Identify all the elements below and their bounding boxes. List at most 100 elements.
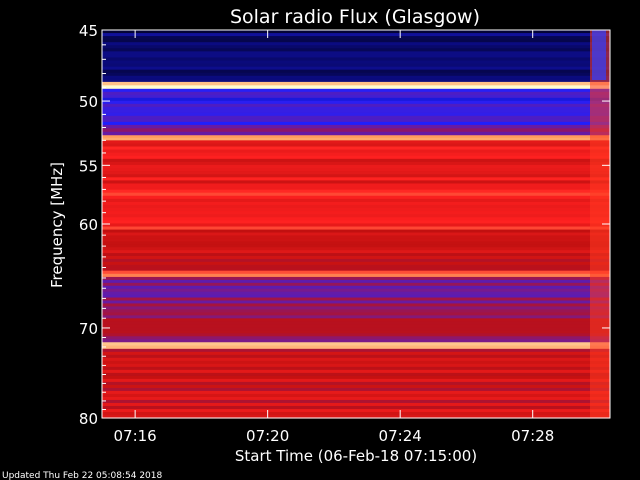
y-axis-label: Frequency [MHz] [48, 162, 66, 288]
band-6 [102, 198, 610, 203]
band-0 [102, 57, 610, 62]
band-5 [102, 171, 610, 175]
band-10 [102, 333, 610, 337]
band-5 [102, 180, 610, 185]
x-tick-label: 07:16 [114, 427, 157, 445]
band-7 [102, 244, 610, 248]
band-5 [102, 140, 610, 145]
band-0 [102, 60, 610, 65]
band-12 [102, 381, 610, 386]
band-10 [102, 327, 610, 331]
band-2 [102, 118, 610, 123]
band-1 [102, 85, 610, 90]
band-12 [102, 387, 610, 392]
band-6 [102, 201, 610, 206]
x-tick-label: 07:28 [511, 427, 554, 445]
band-12 [102, 360, 610, 365]
band-8 [102, 273, 610, 278]
band-2 [102, 115, 610, 120]
band-12 [102, 399, 610, 404]
band-0 [102, 30, 610, 34]
y-tick-label: 50 [79, 93, 98, 111]
band-7 [102, 229, 610, 234]
band-10 [102, 324, 610, 328]
band-9 [102, 297, 610, 302]
band-7 [102, 253, 610, 257]
band-0 [102, 69, 610, 74]
band-6 [102, 211, 610, 215]
band-3 [102, 128, 610, 133]
band-7 [102, 235, 610, 239]
band-10 [102, 318, 610, 322]
band-10 [102, 306, 610, 311]
band-2 [102, 103, 610, 108]
band-6 [102, 214, 610, 218]
band-12 [102, 405, 610, 410]
band-8 [102, 270, 610, 275]
band-12 [102, 414, 610, 419]
band-12 [102, 402, 610, 407]
band-6 [102, 208, 610, 212]
band-6 [102, 195, 610, 200]
band-7 [102, 261, 610, 266]
band-9 [102, 285, 610, 290]
band-5 [102, 174, 610, 178]
band-11 [102, 342, 610, 347]
edge-column-top [592, 30, 606, 80]
band-0 [102, 48, 610, 52]
x-axis-label: Start Time (06-Feb-18 07:15:00) [235, 447, 477, 465]
band-2 [102, 94, 610, 99]
y-tick-label: 70 [79, 320, 98, 338]
y-tick-label: 45 [79, 22, 98, 40]
plot-area [101, 29, 611, 419]
band-0 [102, 33, 610, 37]
band-6 [102, 183, 610, 188]
band-0 [102, 78, 610, 83]
band-2 [102, 91, 610, 96]
band-9 [102, 288, 610, 293]
band-7 [102, 250, 610, 254]
band-12 [102, 348, 610, 353]
band-12 [102, 357, 610, 362]
band-0 [102, 51, 610, 56]
band-0 [102, 63, 610, 68]
band-0 [102, 42, 610, 46]
chart-title: Solar radio Flux (Glasgow) [230, 6, 480, 28]
band-6 [102, 223, 610, 228]
band-4 [102, 135, 610, 139]
band-3 [102, 124, 610, 129]
band-10 [102, 312, 610, 316]
band-7 [102, 241, 610, 245]
band-12 [102, 369, 610, 374]
band-9 [102, 279, 610, 284]
band-12 [102, 372, 610, 377]
band-10 [102, 330, 610, 334]
band-6 [102, 217, 610, 221]
band-0 [102, 66, 610, 71]
band-12 [102, 378, 610, 383]
band-6 [102, 186, 610, 191]
band-4 [102, 137, 610, 141]
band-5 [102, 168, 610, 172]
band-0 [102, 72, 610, 77]
band-5 [102, 158, 610, 163]
band-7 [102, 267, 610, 272]
band-7 [102, 256, 610, 260]
band-12 [102, 393, 610, 398]
band-9 [102, 276, 610, 281]
band-12 [102, 363, 610, 368]
band-10 [102, 339, 610, 343]
band-12 [102, 384, 610, 389]
x-tick-label: 07:20 [246, 427, 289, 445]
band-0 [102, 54, 610, 59]
band-7 [102, 232, 610, 237]
band-2 [102, 88, 610, 93]
band-12 [102, 411, 610, 416]
band-5 [102, 146, 610, 151]
band-7 [102, 264, 610, 269]
band-5 [102, 164, 610, 169]
band-12 [102, 396, 610, 401]
updated-timestamp: Updated Thu Feb 22 05:08:54 2018 [2, 471, 163, 480]
band-10 [102, 303, 610, 308]
